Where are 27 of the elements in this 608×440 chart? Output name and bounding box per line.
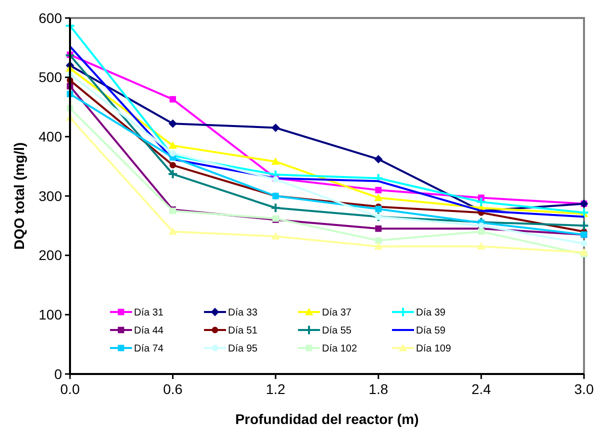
- legend-label: Día 39: [416, 308, 446, 318]
- legend-label: Día 102: [322, 344, 358, 354]
- legend-label: Día 95: [228, 344, 258, 354]
- y-axis-title: DQO total (mg/l): [11, 142, 27, 250]
- legend-label: Día 55: [322, 326, 352, 336]
- x-tick-label: 1.8: [368, 381, 388, 397]
- x-tick-label: 1.2: [266, 381, 286, 397]
- legend-label: Día 37: [322, 308, 352, 318]
- y-tick-label: 0: [54, 366, 62, 382]
- y-tick-label: 500: [38, 69, 62, 86]
- legend-label: Día 109: [416, 344, 452, 354]
- y-tick-label: 200: [38, 247, 62, 264]
- legend-label: Día 74: [134, 344, 164, 354]
- x-tick-label: 0.6: [163, 381, 183, 397]
- y-tick-label: 600: [38, 10, 62, 26]
- x-tick-label: 2.4: [471, 381, 492, 397]
- x-tick-label: 3.0: [574, 381, 594, 397]
- legend-label: Día 31: [134, 308, 164, 318]
- y-tick-label: 100: [38, 306, 62, 323]
- x-tick-label: 0.0: [60, 381, 80, 397]
- x-axis-title: Profundidad del reactor (m): [235, 411, 419, 427]
- y-tick-label: 400: [38, 128, 62, 145]
- legend-label: Día 51: [228, 326, 258, 336]
- legend-label: Día 59: [416, 326, 446, 336]
- legend-label: Día 44: [134, 326, 164, 336]
- y-tick-label: 300: [38, 188, 62, 204]
- legend-label: Día 33: [228, 308, 258, 318]
